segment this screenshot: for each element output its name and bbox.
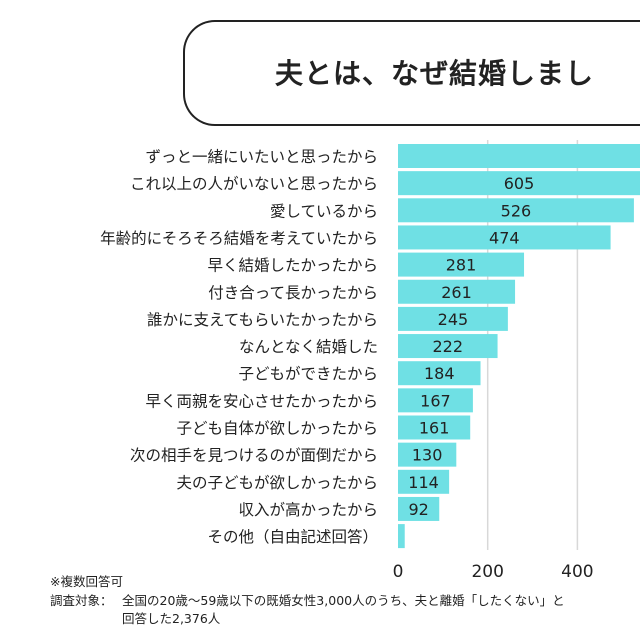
category-label: なんとなく結婚した [239,338,378,356]
bar [398,334,498,359]
category-label: 子どもができたから [238,365,378,383]
category-label: ずっと一緒にいたいと思ったから [145,148,378,166]
bar [398,361,481,386]
value-label: 474 [489,228,520,247]
bar [398,171,640,196]
value-label: 526 [501,201,532,220]
category-label: その他（自由記述回答） [207,528,378,546]
bar [398,279,516,304]
category-label: 子ども自体が欲しかったから [176,420,378,438]
chart-title: 夫とは、なぜ結婚しまし [275,57,595,90]
category-label: 早く結婚したかったから [207,257,378,275]
bar [398,198,634,223]
bar [398,524,405,549]
value-label: 184 [424,364,455,383]
value-label: 167 [420,391,451,410]
bar [398,469,450,494]
value-label: 281 [446,256,477,275]
value-label: 130 [412,446,443,465]
value-label: 161 [419,419,450,438]
category-label: 付き合って長かったから [208,284,378,302]
bar [398,144,640,168]
bar [398,388,473,413]
value-label: 261 [441,283,472,302]
category-label: これ以上の人がいないと思ったから [130,175,378,193]
value-label: 245 [438,310,469,329]
category-label: 次の相手を見つけるのが面倒だから [130,447,378,465]
category-label: 誰かに支えてもらいたかったから [147,311,378,329]
value-label: 92 [408,500,428,519]
category-label: 夫の子どもが欲しかったから [176,474,378,492]
title-box [183,20,640,126]
note-survey-label: 調査対象： [50,593,113,608]
x-tick-label: 0 [393,562,404,582]
value-label: 605 [504,174,535,193]
note-survey-line2: 回答した2,376人 [122,611,221,626]
category-label: 愛しているから [270,202,378,220]
note-survey-line1: 全国の20歳〜59歳以下の既婚女性3,000人のうち、夫と離婚「したくない」と [122,593,565,608]
bar [398,252,525,277]
value-label: 222 [433,337,464,356]
bar [398,306,508,331]
bar [398,496,440,521]
category-label: 収入が高かったから [238,501,378,519]
note-multiple: ※複数回答可 [50,574,123,589]
bar [398,442,457,467]
category-label: 年齢的にそろそろ結婚を考えていたから [100,229,378,247]
value-label: 114 [408,473,439,492]
bar [398,225,611,250]
x-tick-label: 400 [561,562,593,582]
x-tick-label: 200 [471,562,503,582]
bar [398,415,471,440]
category-label: 早く両親を安心させたかったから [145,392,378,410]
